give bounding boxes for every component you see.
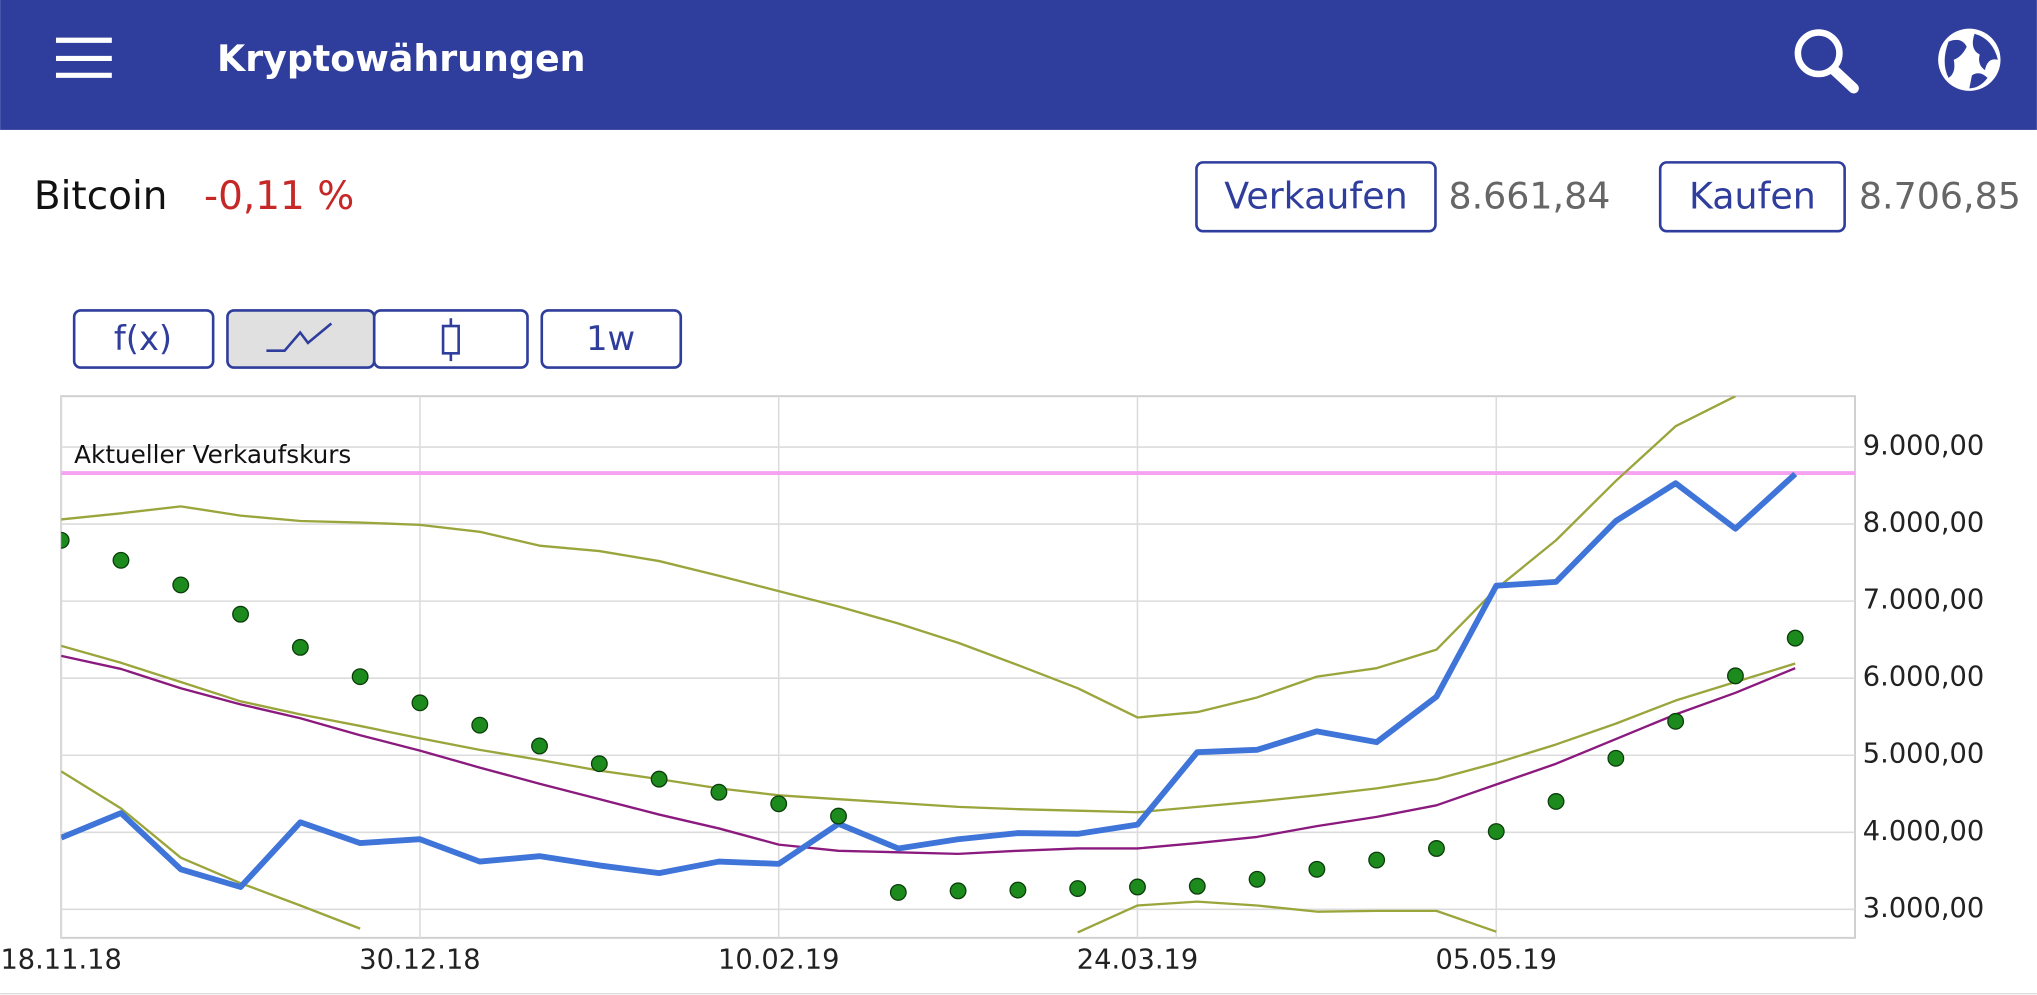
sar-dot [1009,881,1027,899]
sar-dot [830,807,847,825]
sar-dot [1726,667,1744,685]
period-button-label[interactable]: 1w [586,319,635,358]
y-tick-label: 8.000,00 [1863,508,1984,539]
y-tick-label: 7.000,00 [1863,585,1984,616]
x-tick-label: 18.11.18 [0,945,121,976]
sar-dot [351,668,369,686]
plot-area [61,396,1856,938]
sar-dot [949,882,967,900]
sar-dot [590,755,608,773]
function-button[interactable] [72,309,215,369]
y-tick-label: 6.000,00 [1863,662,1984,693]
sar-dot [1487,823,1505,840]
series-line [61,396,1736,719]
sar-dot [1069,880,1087,897]
language-button[interactable] [1938,28,2001,91]
candle-icon [441,318,460,362]
series-line [61,644,1796,814]
sar-dot [61,531,70,549]
sar-dot [291,638,309,656]
series-line [61,770,1497,934]
instrument-name: Bitcoin [34,174,168,219]
x-tick-label: 10.02.19 [718,945,839,976]
x-tick-label: 30.12.18 [359,945,480,976]
plot-frame [60,395,1857,939]
axes: 3.000,00 4.000,00 5.000,00 6.000,00 7.000,00… [0,431,1984,976]
sar-dot [1368,851,1386,869]
app-bar [0,0,2037,130]
y-tick-label: 5.000,00 [1863,739,1984,770]
sell-button-label[interactable]: Verkaufen [1224,175,1407,218]
buy-button-label[interactable]: Kaufen [1689,175,1816,218]
sar-dot [1188,877,1206,895]
sar-dot [172,576,190,594]
menu-button[interactable] [55,37,112,78]
sar-dot [232,605,249,623]
series-line [61,471,1798,890]
sar-dot [1428,840,1445,857]
sar-dot [531,737,548,755]
sar-dot [1308,860,1326,878]
change-percent: -0,11 % [204,174,354,219]
sar-dot [411,694,429,712]
sar-dot [471,716,489,734]
buy-button[interactable] [1658,161,1846,233]
y-tick-label: 9.000,00 [1863,431,1984,462]
sar-dot [1607,749,1625,767]
line-chart-toggle[interactable] [226,309,376,369]
sar-dot [1129,878,1146,896]
sar-dot [1786,629,1804,647]
sar-dot [1248,870,1266,888]
search-button[interactable] [1794,29,1859,94]
x-tick-label: 24.03.19 [1077,945,1198,976]
period-button[interactable] [540,309,683,369]
x-tick-label: 05.05.19 [1436,945,1557,976]
sell-price: 8.661,84 [1448,175,1610,218]
sar-dot [770,795,788,813]
app-title: Kryptowährungen [217,37,585,80]
sar-dot [112,551,130,569]
line-chart-icon [266,322,333,353]
sar-dot [1667,712,1685,730]
sar-dot [650,770,668,788]
y-tick-label: 4.000,00 [1863,816,1984,847]
sar-dot [889,883,907,901]
sell-button[interactable] [1195,161,1437,233]
y-tick-label: 3.000,00 [1863,893,1984,924]
buy-price: 8.706,85 [1859,175,2021,218]
reference-line-label: Aktueller Verkaufskurs [74,440,351,469]
series-line [61,654,1796,856]
function-button-label[interactable]: f(x) [114,319,172,358]
sar-dot [710,783,728,801]
sar-dot [1547,793,1565,810]
